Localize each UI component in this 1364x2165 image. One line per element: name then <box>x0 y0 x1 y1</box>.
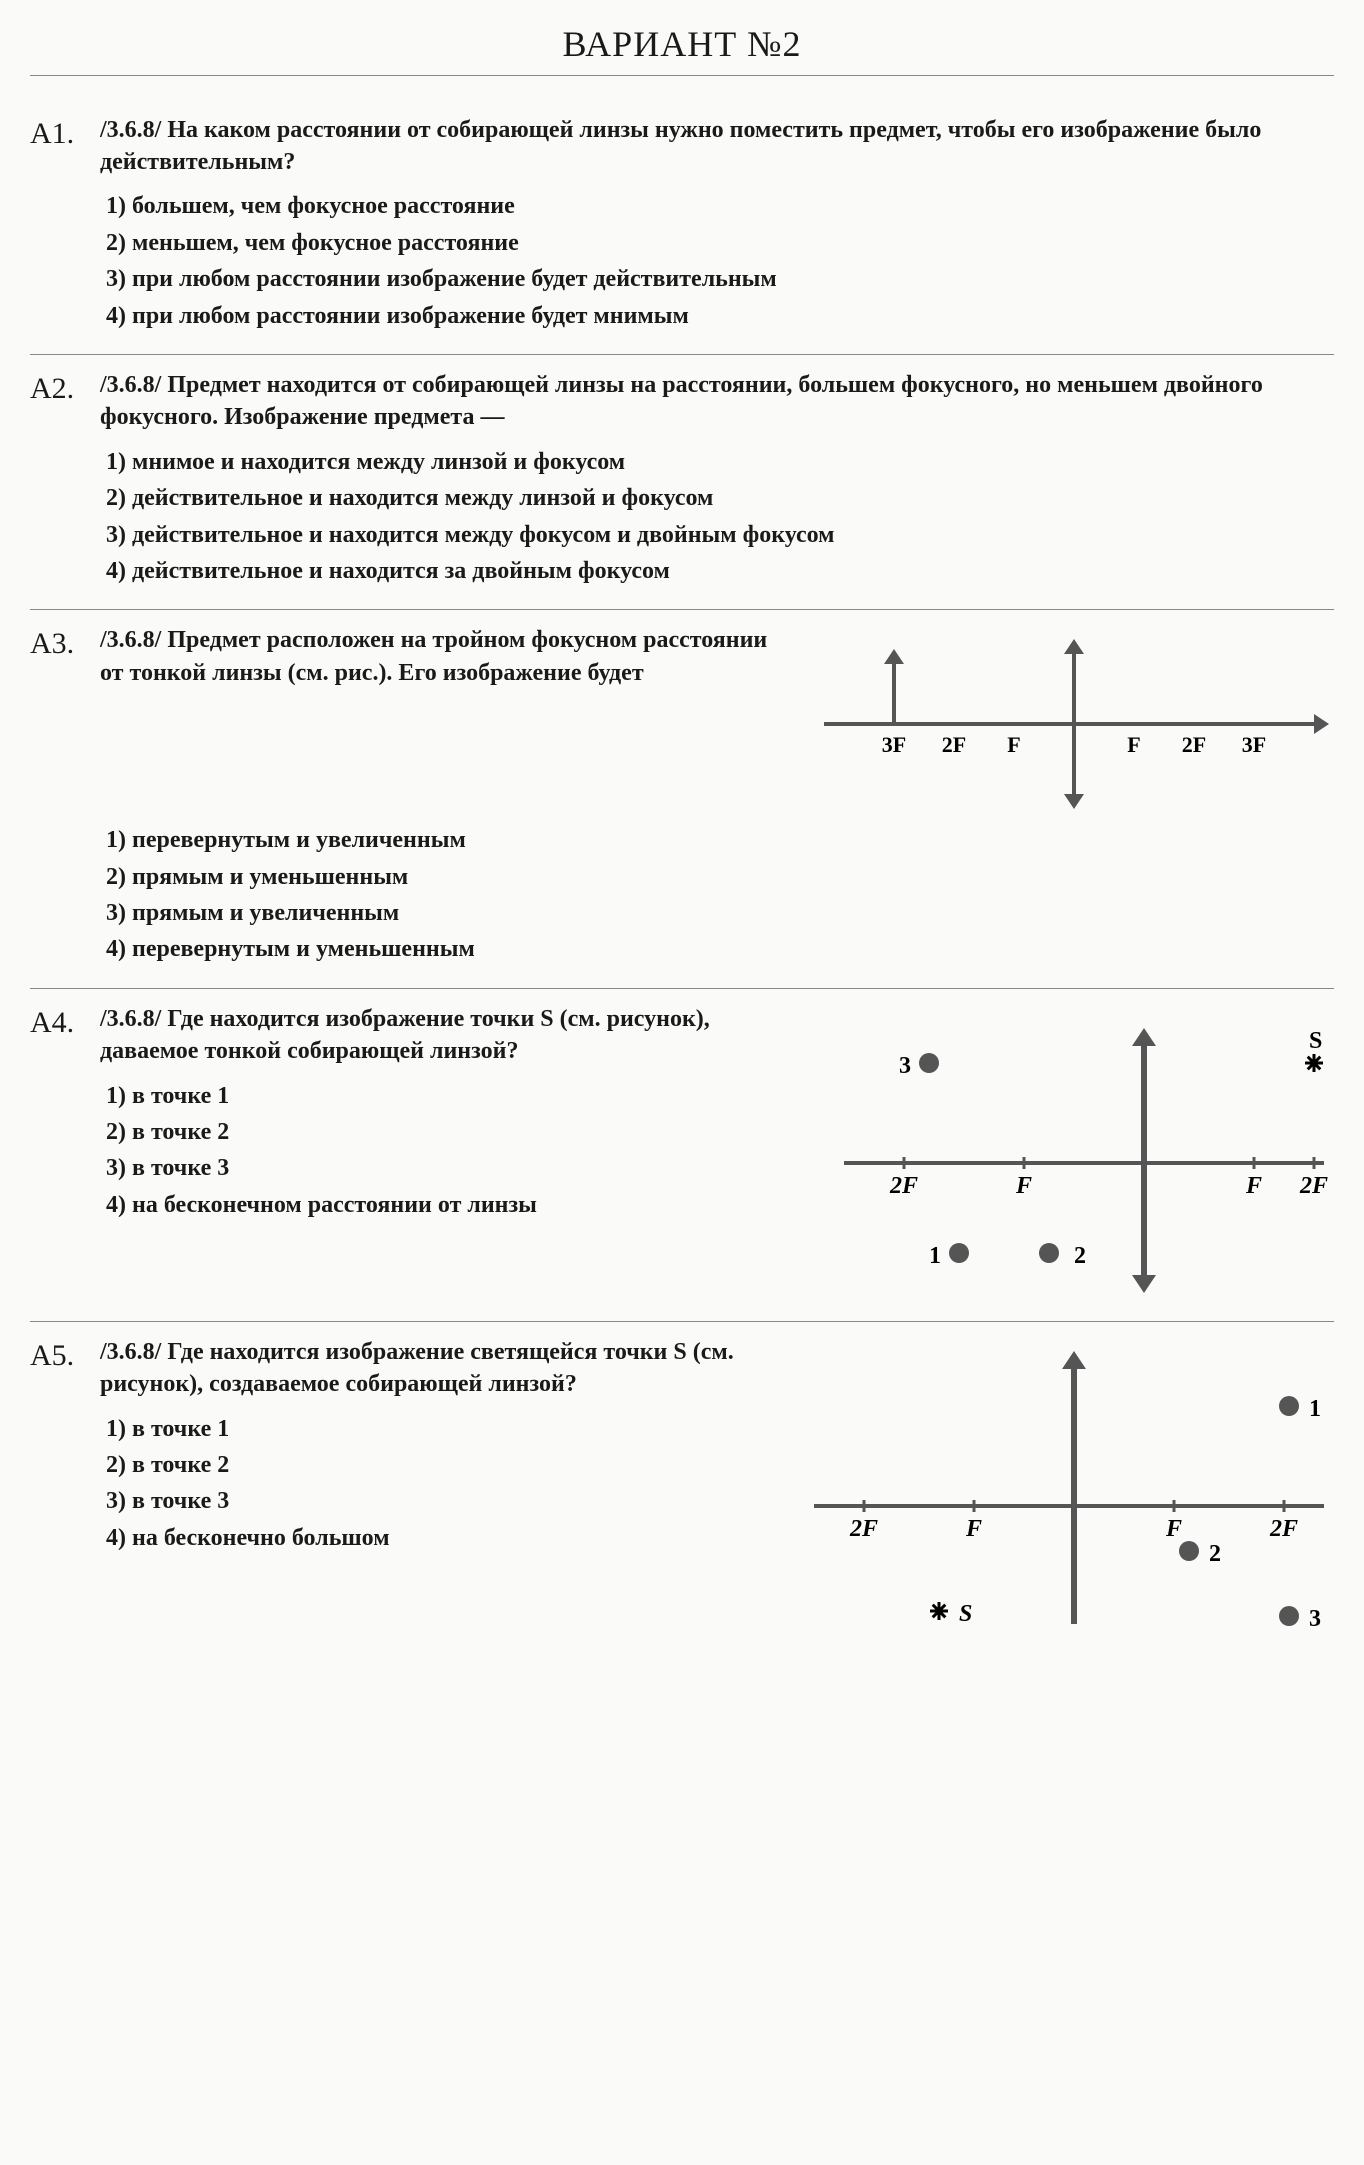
svg-text:F: F <box>1165 1516 1182 1542</box>
svg-text:3F: 3F <box>882 732 906 757</box>
question-text: /3.6.8/ Где находится изображение точки … <box>100 1003 794 1068</box>
option-4: 4) на бесконечно большом <box>106 1522 774 1554</box>
svg-text:2: 2 <box>1074 1243 1086 1269</box>
question-A2: A2. /3.6.8/ Предмет находится от собираю… <box>30 355 1334 610</box>
question-text: /3.6.8/ На каком расстоянии от собирающе… <box>100 114 1334 179</box>
svg-text:2F: 2F <box>1269 1516 1298 1542</box>
option-3: 3) действительное и находится между фоку… <box>106 519 1334 551</box>
svg-text:2F: 2F <box>942 732 966 757</box>
question-stem: Где находится изображение светящейся точ… <box>100 1339 734 1397</box>
question-A1: A1. /3.6.8/ На каком расстоянии от собир… <box>30 100 1334 355</box>
svg-text:3: 3 <box>1309 1606 1321 1632</box>
question-number: A3. <box>30 624 100 665</box>
svg-text:F: F <box>1015 1173 1032 1199</box>
question-ref: /3.6.8/ <box>100 627 161 653</box>
options-list: 1) в точке 1 2) в точке 2 3) в точке 3 4… <box>106 1080 794 1222</box>
question-ref: /3.6.8/ <box>100 372 161 398</box>
svg-text:F: F <box>1245 1173 1262 1199</box>
svg-text:S: S <box>959 1601 972 1627</box>
option-3: 3) в точке 3 <box>106 1485 774 1517</box>
option-4: 4) на бесконечном расстоянии от линзы <box>106 1189 794 1221</box>
svg-text:2F: 2F <box>1182 732 1206 757</box>
option-2: 2) в точке 2 <box>106 1116 794 1148</box>
question-text: /3.6.8/ Где находится изображение светящ… <box>100 1336 774 1401</box>
svg-text:2F: 2F <box>1299 1173 1328 1199</box>
svg-text:F: F <box>965 1516 982 1542</box>
question-stem: Предмет расположен на тройном фокусном р… <box>100 627 767 685</box>
options-list: 1) большем, чем фокусное расстояние 2) м… <box>106 190 1334 332</box>
svg-text:1: 1 <box>929 1243 941 1269</box>
question-ref: /3.6.8/ <box>100 1006 161 1032</box>
option-2: 2) действительное и находится между линз… <box>106 482 1334 514</box>
svg-text:3: 3 <box>899 1053 911 1079</box>
question-ref: /3.6.8/ <box>100 1339 161 1365</box>
question-stem: Где находится изображение точки S (см. р… <box>100 1006 710 1064</box>
question-number: A5. <box>30 1336 100 1377</box>
svg-text:S: S <box>1309 1028 1322 1054</box>
options-list: 1) перевернутым и увеличенным 2) прямым … <box>106 824 1334 966</box>
svg-text:1: 1 <box>1309 1396 1321 1422</box>
option-4: 4) перевернутым и уменьшенным <box>106 933 1334 965</box>
options-list: 1) в точке 1 2) в точке 2 3) в точке 3 4… <box>106 1413 774 1555</box>
option-1: 1) большем, чем фокусное расстояние <box>106 190 1334 222</box>
option-4: 4) при любом расстоянии изображение буде… <box>106 300 1334 332</box>
question-number: A2. <box>30 369 100 410</box>
option-1: 1) мнимое и находится между линзой и фок… <box>106 446 1334 478</box>
figure-A4: 2F F F 2F 3 S 1 2 <box>814 1003 1334 1303</box>
option-1: 1) в точке 1 <box>106 1413 774 1445</box>
svg-text:3F: 3F <box>1242 732 1266 757</box>
option-2: 2) прямым и уменьшенным <box>106 861 1334 893</box>
question-number: A4. <box>30 1003 100 1044</box>
question-A3: A3. /3.6.8/ Предмет расположен на тройно… <box>30 610 1334 989</box>
question-stem: На каком расстоянии от собирающей линзы … <box>100 117 1261 175</box>
figure-A5: 2F F F 2F 1 2 3 S <box>794 1336 1334 1636</box>
option-4: 4) действительное и находится за двойным… <box>106 555 1334 587</box>
question-A5: A5. /3.6.8/ Где находится изображение св… <box>30 1322 1334 1654</box>
option-2: 2) меньшем, чем фокусное расстояние <box>106 227 1334 259</box>
option-2: 2) в точке 2 <box>106 1449 774 1481</box>
option-1: 1) в точке 1 <box>106 1080 794 1112</box>
svg-text:F: F <box>1007 732 1020 757</box>
option-1: 1) перевернутым и увеличенным <box>106 824 1334 856</box>
option-3: 3) в точке 3 <box>106 1152 794 1184</box>
options-list: 1) мнимое и находится между линзой и фок… <box>106 446 1334 588</box>
option-3: 3) прямым и увеличенным <box>106 897 1334 929</box>
question-number: A1. <box>30 114 100 155</box>
figure-A3: 3F 2F F F 2F 3F <box>814 624 1334 824</box>
question-text: /3.6.8/ Предмет расположен на тройном фо… <box>100 624 794 689</box>
question-stem: Предмет находится от собирающей линзы на… <box>100 372 1263 430</box>
svg-text:F: F <box>1127 732 1140 757</box>
option-3: 3) при любом расстоянии изображение буде… <box>106 263 1334 295</box>
question-ref: /3.6.8/ <box>100 117 161 143</box>
svg-text:2F: 2F <box>889 1173 918 1199</box>
question-text: /3.6.8/ Предмет находится от собирающей … <box>100 369 1334 434</box>
svg-text:2F: 2F <box>849 1516 878 1542</box>
page-title: ВАРИАНТ №2 <box>30 20 1334 76</box>
question-A4: A4. /3.6.8/ Где находится изображение то… <box>30 989 1334 1322</box>
svg-text:2: 2 <box>1209 1541 1221 1567</box>
